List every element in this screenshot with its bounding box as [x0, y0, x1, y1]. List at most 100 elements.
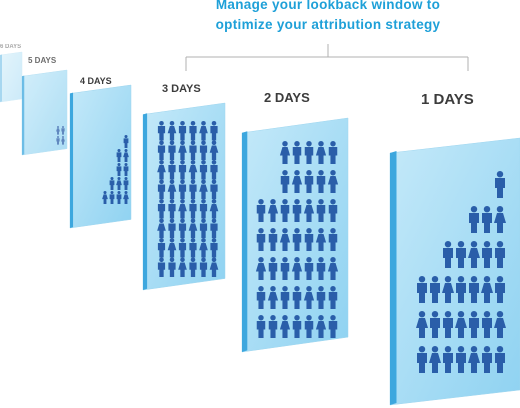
- person-icon: [116, 163, 122, 176]
- person-icon: [157, 218, 166, 238]
- person-body: [292, 233, 302, 251]
- panel-edge: [390, 151, 397, 405]
- person-head: [318, 315, 324, 321]
- person-head: [180, 199, 185, 204]
- person-head: [61, 126, 65, 129]
- person-icon: [157, 238, 166, 258]
- person-head: [294, 257, 300, 263]
- person-body: [209, 262, 219, 277]
- person-icon: [268, 228, 278, 251]
- person-icon: [56, 126, 60, 135]
- person-head: [470, 346, 478, 353]
- panel: 2 DAYS: [241, 90, 349, 353]
- person-icon: [210, 218, 218, 238]
- person-icon: [256, 315, 266, 338]
- person-body: [178, 126, 187, 141]
- person-head: [330, 286, 336, 292]
- person-body: [61, 138, 65, 145]
- person-icon: [292, 199, 302, 222]
- person-head: [211, 121, 217, 126]
- person-head: [444, 241, 452, 248]
- person-head: [294, 315, 300, 321]
- person-body: [61, 128, 65, 135]
- person-icon: [61, 126, 65, 135]
- person-body: [328, 320, 338, 338]
- person-body: [209, 145, 219, 160]
- person-icon: [123, 163, 129, 176]
- person-icon: [292, 141, 302, 164]
- person-icon: [56, 136, 60, 145]
- person-icon: [292, 228, 302, 251]
- person-icon: [291, 170, 303, 193]
- person-icon: [482, 311, 492, 338]
- person-icon: [328, 141, 338, 164]
- person-head: [180, 238, 185, 243]
- person-icon: [199, 257, 208, 277]
- person-head: [282, 141, 288, 147]
- person-head: [282, 315, 288, 321]
- person-body: [178, 145, 187, 160]
- person-icon: [455, 311, 467, 338]
- person-head: [282, 170, 288, 176]
- person-icon: [168, 218, 176, 238]
- person-head: [159, 160, 164, 165]
- person-icon: [268, 315, 278, 338]
- person-head: [110, 177, 114, 181]
- person-head: [117, 191, 121, 195]
- person-head: [201, 238, 206, 243]
- panel: 4 DAYS: [69, 76, 132, 229]
- person-head: [306, 170, 312, 176]
- person-head: [318, 228, 324, 234]
- person-body: [495, 283, 505, 303]
- person-head: [431, 276, 439, 283]
- person-head: [418, 346, 426, 353]
- person-head: [169, 238, 175, 243]
- person-body: [56, 138, 60, 145]
- person-icon: [178, 218, 187, 238]
- person-body: [199, 145, 208, 160]
- person-icon: [157, 179, 166, 199]
- person-icon: [157, 140, 166, 160]
- person-icon: [316, 257, 326, 280]
- person-icon: [417, 276, 427, 303]
- person-head: [201, 218, 206, 224]
- person-icon: [256, 199, 266, 222]
- person-head: [318, 141, 324, 147]
- person-body: [442, 283, 454, 303]
- person-head: [457, 346, 465, 353]
- person-body: [116, 194, 122, 204]
- person-head: [444, 311, 452, 318]
- person-icon: [255, 257, 267, 280]
- person-head: [306, 286, 312, 292]
- person-icon: [469, 276, 479, 303]
- person-body: [303, 291, 315, 309]
- person-body: [256, 291, 266, 309]
- person-head: [258, 199, 264, 205]
- person-body: [199, 223, 208, 238]
- person-icon: [279, 315, 291, 338]
- person-icon: [167, 179, 177, 199]
- person-icon: [256, 228, 266, 251]
- person-body: [292, 146, 302, 164]
- person-head: [211, 257, 217, 263]
- person-body: [123, 180, 129, 190]
- person-head: [470, 311, 478, 318]
- person-icon: [304, 170, 314, 193]
- panel-label: 6 DAYS: [0, 44, 21, 50]
- person-icon: [109, 177, 115, 190]
- person-head: [211, 179, 217, 185]
- person-head: [496, 311, 504, 318]
- person-body: [188, 165, 198, 180]
- person-body: [267, 204, 279, 222]
- person-head: [190, 238, 196, 243]
- person-icon: [188, 218, 198, 238]
- person-body: [178, 262, 187, 277]
- panels: 6 DAYS 5 DAYS 4 DAYS 3 DAYS 2 DAYS 1 DAYS: [0, 44, 520, 406]
- person-body: [482, 353, 492, 373]
- person-head: [190, 218, 196, 224]
- person-body: [188, 223, 198, 238]
- panel-label: 3 DAYS: [162, 83, 201, 95]
- person-icon: [189, 179, 197, 199]
- person-icon: [303, 286, 315, 309]
